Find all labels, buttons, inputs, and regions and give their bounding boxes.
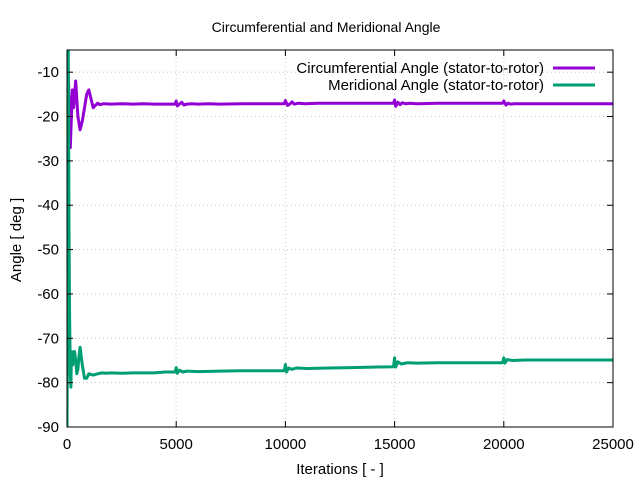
series-line [67,50,613,427]
x-tick-label: 0 [63,436,71,453]
x-tick-label: 15000 [374,436,416,453]
x-tick-label: 25000 [592,436,634,453]
grid [66,50,614,428]
y-axis-label: Angle [ deg ] [8,198,25,282]
legend-label: Meridional Angle (stator-to-rotor) [328,77,544,94]
x-tick-label: 10000 [265,436,307,453]
y-tick-label: -60 [37,286,59,303]
y-tick-label: -80 [37,375,59,392]
series-layer [67,50,613,427]
x-tick-label: 5000 [160,436,193,453]
x-tick-label: 20000 [483,436,525,453]
y-tick-label: -40 [37,197,59,214]
y-tick-label: -20 [37,109,59,126]
plot-frame [66,49,614,428]
legend-label: Circumferential Angle (stator-to-rotor) [296,60,544,77]
series-line [67,50,613,150]
y-tick-label: -50 [37,242,59,259]
y-tick-label: -10 [37,64,59,81]
y-tick-label: -70 [37,330,59,347]
legend: Circumferential Angle (stator-to-rotor)M… [296,60,595,94]
axis-ticks: 0 5000 10000 15000 20000 25000 -90 -80 -70 -60 -50… [37,50,634,453]
y-tick-label: -30 [37,153,59,170]
x-axis-label: Iterations [ - ] [296,461,384,478]
chart-title: Circumferential and Meridional Angle [212,19,441,35]
y-tick-label: -90 [37,419,59,436]
